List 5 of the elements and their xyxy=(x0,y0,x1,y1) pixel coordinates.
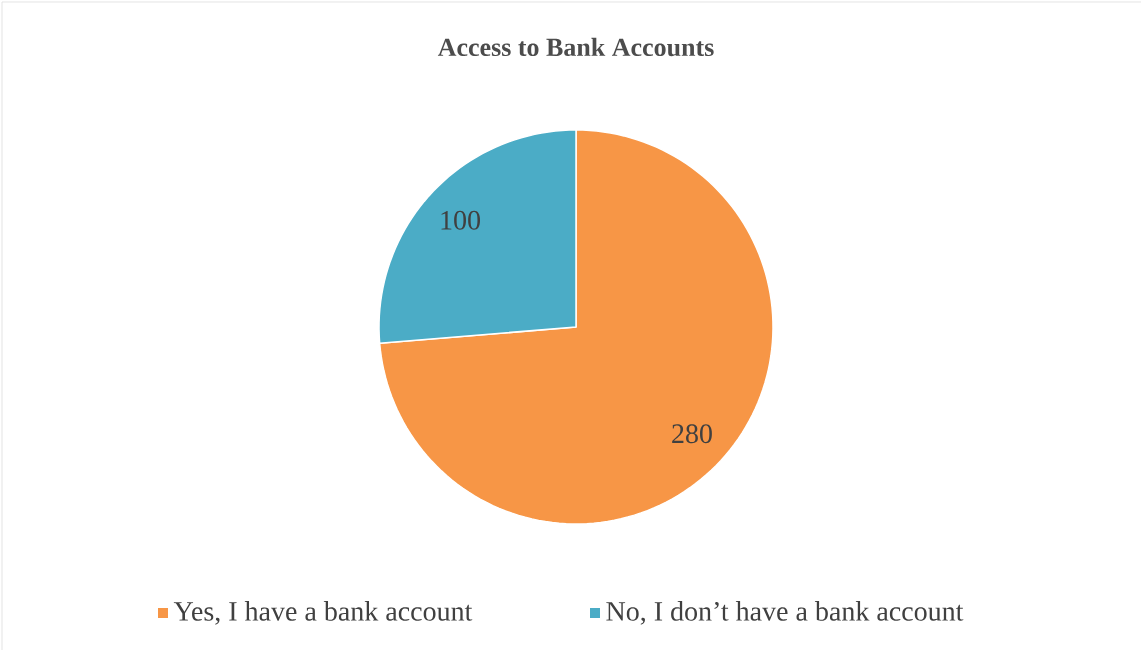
legend-label: No, I don’t have a bank account xyxy=(606,601,964,625)
data-label: 280 xyxy=(672,424,712,444)
chart-title: Access to Bank Accounts xyxy=(437,37,714,57)
legend-label: Yes, I have a bank account xyxy=(173,601,473,625)
data-label: 100 xyxy=(441,210,480,230)
